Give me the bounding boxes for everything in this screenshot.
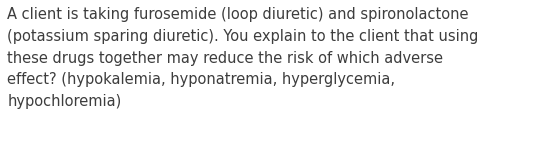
Text: A client is taking furosemide (loop diuretic) and spironolactone
(potassium spar: A client is taking furosemide (loop diur… (7, 7, 479, 109)
